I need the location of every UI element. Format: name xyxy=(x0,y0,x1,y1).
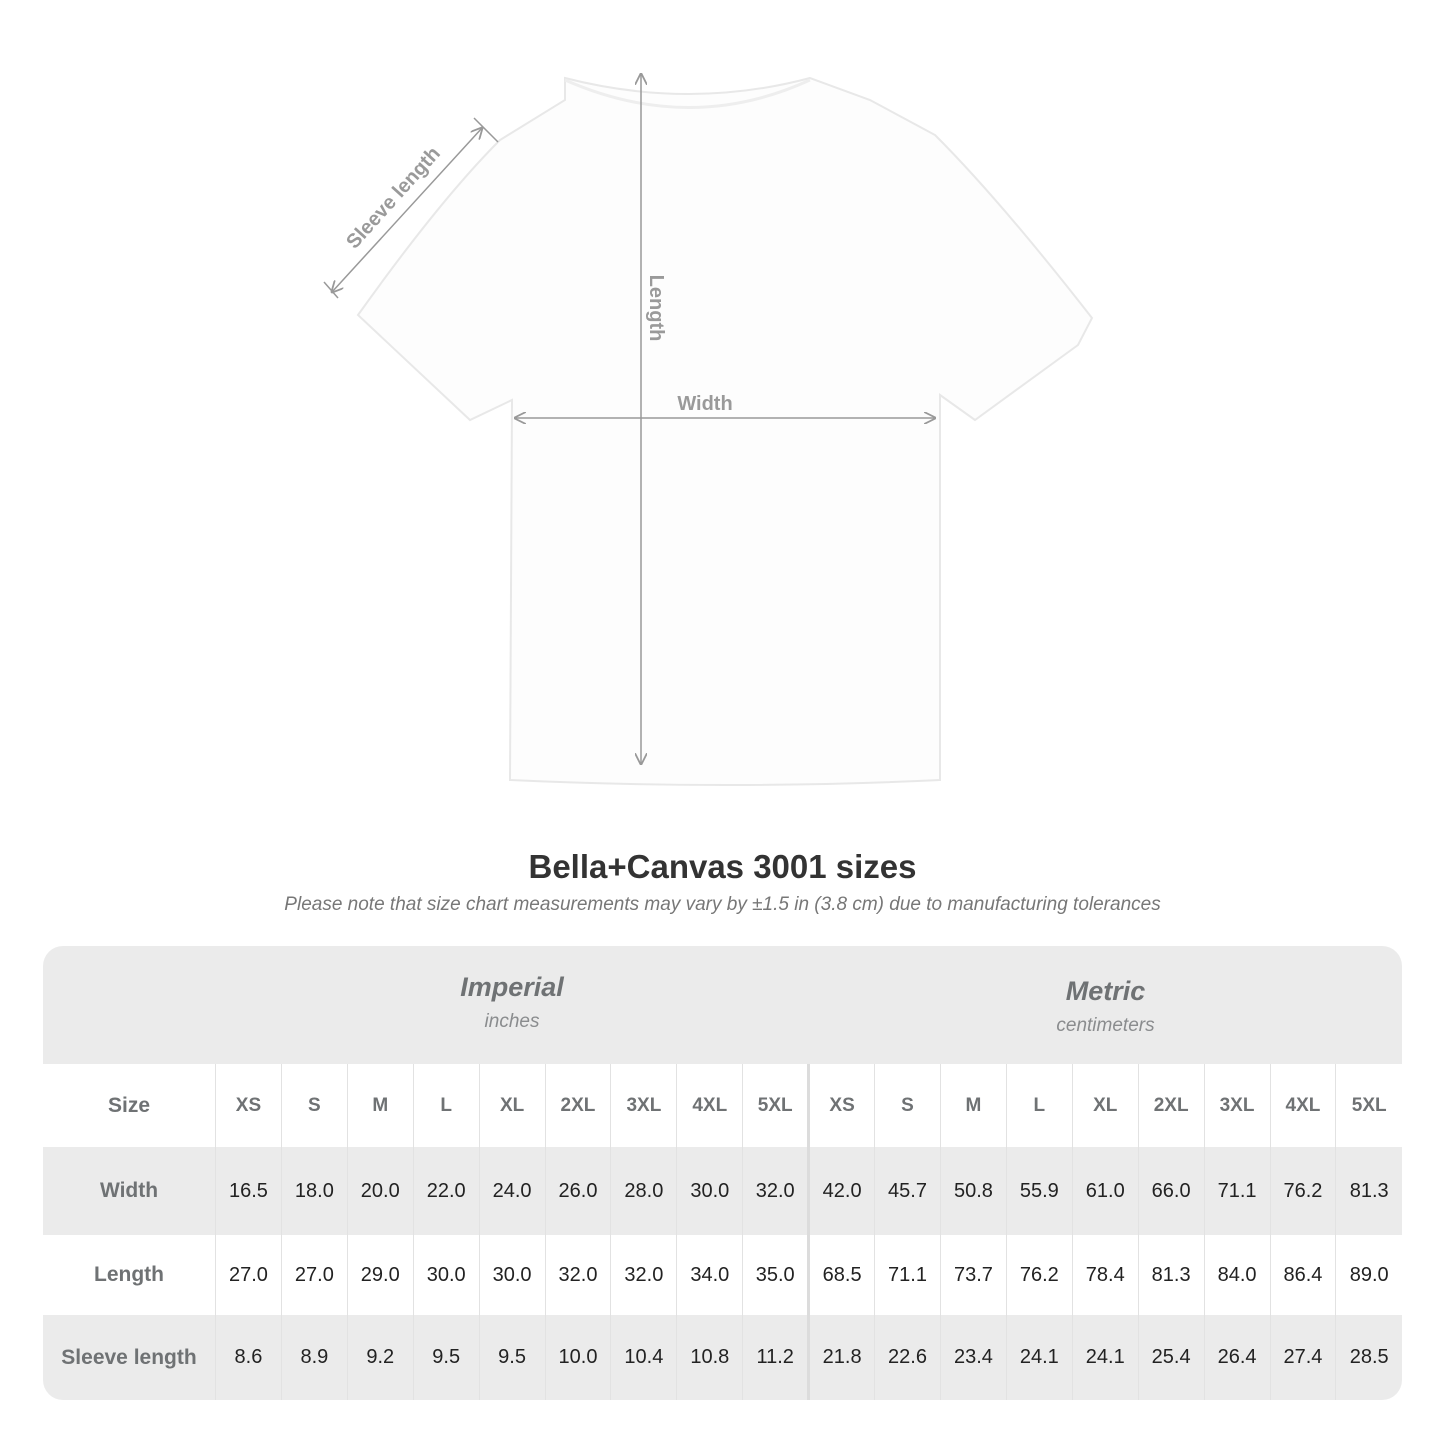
imperial-value-cell: 28.0 xyxy=(610,1147,677,1235)
imperial-size-header: M xyxy=(346,1064,414,1147)
table-row: Length 27.0 27.0 29.0 30.0 30.0 32.0 32.0 34.0 35… xyxy=(43,1235,1402,1315)
imperial-size-header: 4XL xyxy=(676,1064,743,1147)
table-row: Sleeve length 8.6 8.9 9.2 9.5 9.5 10.0 10.4 10.8… xyxy=(43,1315,1402,1400)
metric-size-header: XL xyxy=(1071,1064,1139,1147)
metric-value-cell: 76.2 xyxy=(1269,1147,1336,1235)
imperial-header: Imperial inches xyxy=(215,972,809,1033)
imperial-size-header: 5XL xyxy=(742,1064,809,1147)
metric-value-cell: 55.9 xyxy=(1005,1147,1073,1235)
metric-size-header: S xyxy=(874,1064,941,1147)
tshirt-diagram: Sleeve length Length Width xyxy=(323,0,1094,786)
metric-value-cell: 81.3 xyxy=(1335,1147,1402,1235)
imperial-value-cell: 29.0 xyxy=(346,1235,414,1315)
imperial-value-cell: 32.0 xyxy=(544,1235,611,1315)
metric-value-cell: 76.2 xyxy=(1005,1235,1073,1315)
sleeve-arrow xyxy=(332,128,482,292)
metric-value-cell: 24.1 xyxy=(1005,1315,1073,1400)
imperial-value-cell: 32.0 xyxy=(742,1147,809,1235)
imperial-value-cell: 9.5 xyxy=(478,1315,546,1400)
metric-value-cell: 84.0 xyxy=(1203,1235,1270,1315)
metric-value-cell: 86.4 xyxy=(1269,1235,1336,1315)
size-row: Size XS S M L XL 2XL 3XL 4XL 5XL XS S M L XL 2XL 3XL 4XL 5… xyxy=(43,1064,1402,1147)
imperial-size-header: 2XL xyxy=(544,1064,611,1147)
imperial-value-cell: 22.0 xyxy=(412,1147,480,1235)
imperial-value-cell: 32.0 xyxy=(610,1235,677,1315)
metric-value-cell: 71.1 xyxy=(1203,1147,1270,1235)
unit-header: Imperial inches Metric centimeters xyxy=(43,946,1402,1064)
metric-value-cell: 27.4 xyxy=(1269,1315,1336,1400)
metric-value-cell: 28.5 xyxy=(1335,1315,1402,1400)
metric-value-cell: 78.4 xyxy=(1071,1235,1139,1315)
metric-unit: centimeters xyxy=(1056,1015,1155,1036)
metric-title: Metric xyxy=(1065,976,1146,1006)
metric-size-header: 3XL xyxy=(1203,1064,1270,1147)
metric-value-cell: 21.8 xyxy=(807,1315,875,1400)
imperial-size-header: 3XL xyxy=(610,1064,677,1147)
metric-size-header: 2XL xyxy=(1137,1064,1205,1147)
row-label: Length xyxy=(94,1263,164,1286)
imperial-value-cell: 20.0 xyxy=(346,1147,414,1235)
row-label: Size xyxy=(107,1093,151,1117)
imperial-size-header: L xyxy=(412,1064,480,1147)
metric-value-cell: 68.5 xyxy=(807,1235,875,1315)
imperial-value-cell: 30.0 xyxy=(676,1147,743,1235)
tshirt-shape xyxy=(356,76,1094,786)
metric-size-header: L xyxy=(1005,1064,1073,1147)
length-label: Length xyxy=(645,275,667,342)
page-title: Bella+Canvas 3001 sizes xyxy=(528,848,917,885)
metric-value-cell: 25.4 xyxy=(1137,1315,1205,1400)
metric-size-header: XS xyxy=(807,1064,875,1147)
tolerance-note: Please note that size chart measurements… xyxy=(284,894,1161,915)
metric-value-cell: 73.7 xyxy=(939,1235,1007,1315)
metric-header: Metric centimeters xyxy=(809,976,1402,1037)
collar xyxy=(564,78,811,109)
row-label: Width xyxy=(43,1147,216,1235)
imperial-value-cell: 18.0 xyxy=(280,1147,348,1235)
imperial-value-cell: 30.0 xyxy=(412,1235,480,1315)
imperial-value-cell: 9.5 xyxy=(412,1315,480,1400)
metric-value-cell: 23.4 xyxy=(939,1315,1007,1400)
imperial-value-cell: 26.0 xyxy=(544,1147,611,1235)
imperial-size-header: XL xyxy=(478,1064,546,1147)
measurements-table: Size XS S M L XL 2XL 3XL 4XL 5XL XS S M L XL 2XL 3XL 4XL 5… xyxy=(43,1064,1402,1400)
metric-size-header: M xyxy=(939,1064,1007,1147)
imperial-value-cell: 10.4 xyxy=(610,1315,677,1400)
imperial-value-cell: 24.0 xyxy=(478,1147,546,1235)
imperial-value-cell: 10.0 xyxy=(544,1315,611,1400)
imperial-value-cell: 27.0 xyxy=(280,1235,348,1315)
imperial-value-cell: 10.8 xyxy=(676,1315,743,1400)
metric-value-cell: 89.0 xyxy=(1335,1235,1402,1315)
imperial-size-header: S xyxy=(280,1064,348,1147)
table-row: Width 16.5 18.0 20.0 22.0 24.0 26.0 28.0 30.0 32.… xyxy=(43,1147,1402,1235)
imperial-value-cell: 35.0 xyxy=(742,1235,809,1315)
size-table: Imperial inches Metric centimeters Size X… xyxy=(43,946,1402,1400)
metric-value-cell: 42.0 xyxy=(807,1147,875,1235)
metric-value-cell: 50.8 xyxy=(939,1147,1007,1235)
metric-size-header: 4XL xyxy=(1269,1064,1336,1147)
metric-value-cell: 45.7 xyxy=(874,1147,941,1235)
metric-value-cell: 24.1 xyxy=(1071,1315,1139,1400)
imperial-size-header: XS xyxy=(215,1064,282,1147)
metric-value-cell: 81.3 xyxy=(1137,1235,1205,1315)
imperial-value-cell: 11.2 xyxy=(742,1315,809,1400)
metric-value-cell: 66.0 xyxy=(1137,1147,1205,1235)
metric-value-cell: 61.0 xyxy=(1071,1147,1139,1235)
metric-size-header: 5XL xyxy=(1335,1064,1402,1147)
imperial-value-cell: 8.9 xyxy=(280,1315,348,1400)
imperial-value-cell: 9.2 xyxy=(346,1315,414,1400)
imperial-title: Imperial xyxy=(460,972,564,1002)
row-label: Sleeve length xyxy=(43,1315,216,1400)
metric-value-cell: 71.1 xyxy=(874,1235,941,1315)
imperial-value-cell: 27.0 xyxy=(215,1235,282,1315)
width-label: Width xyxy=(677,393,732,415)
metric-value-cell: 26.4 xyxy=(1203,1315,1270,1400)
imperial-unit: inches xyxy=(484,1011,540,1032)
metric-value-cell: 22.6 xyxy=(874,1315,941,1400)
imperial-value-cell: 30.0 xyxy=(478,1235,546,1315)
imperial-value-cell: 34.0 xyxy=(676,1235,743,1315)
imperial-value-cell: 8.6 xyxy=(215,1315,282,1400)
imperial-value-cell: 16.5 xyxy=(215,1147,282,1235)
